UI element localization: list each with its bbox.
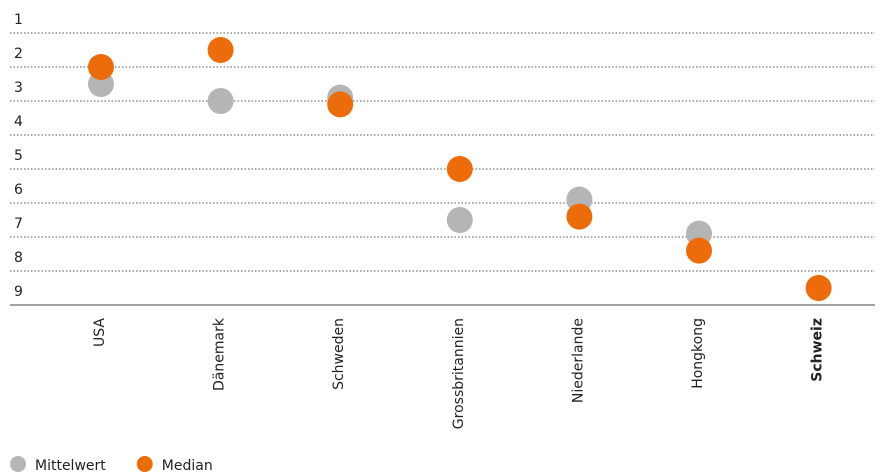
dot (207, 88, 234, 114)
x-tick-label: Niederlande (570, 318, 586, 403)
y-tick-label: 9 (14, 284, 23, 300)
x-tick-label: Dänemark (212, 317, 228, 391)
dot (207, 37, 234, 63)
y-tick-label: 6 (14, 182, 23, 198)
dot (327, 91, 354, 118)
x-tick-label: Schweden (331, 318, 347, 390)
y-tick-label: 4 (14, 114, 23, 130)
y-tick-label: 3 (14, 80, 23, 96)
y-tick-label: 2 (14, 46, 23, 62)
x-tick-label: USA (92, 318, 108, 347)
y-tick-label: 7 (14, 216, 23, 232)
legend-swatch (136, 456, 153, 472)
legend-swatch (10, 456, 26, 472)
legend-label: Mittelwert (35, 458, 106, 474)
dot (686, 237, 712, 264)
dot (446, 156, 473, 182)
y-tick-label: 8 (14, 250, 23, 266)
x-tick-label: Schweiz (810, 318, 826, 382)
y-tick-label: 1 (14, 12, 23, 28)
y-tick-label: 5 (14, 148, 23, 164)
dot (88, 54, 114, 80)
dot (805, 275, 832, 301)
x-tick-label: Hongkong (690, 318, 706, 389)
legend-label: Median (162, 458, 213, 474)
dot (566, 203, 593, 230)
x-tick-label: Grossbritannien (451, 318, 467, 429)
dot (446, 207, 473, 233)
